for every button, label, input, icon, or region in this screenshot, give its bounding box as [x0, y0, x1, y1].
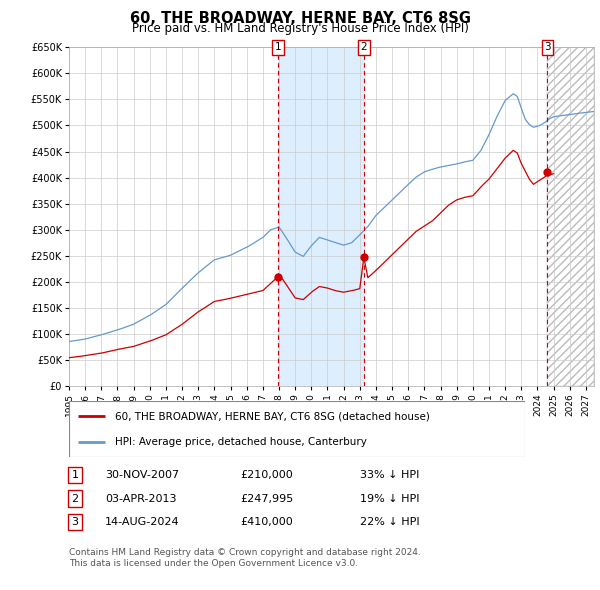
Text: HPI: Average price, detached house, Canterbury: HPI: Average price, detached house, Cant…	[115, 437, 367, 447]
Text: 1: 1	[274, 42, 281, 52]
Text: 30-NOV-2007: 30-NOV-2007	[105, 470, 179, 480]
Text: Contains HM Land Registry data © Crown copyright and database right 2024.: Contains HM Land Registry data © Crown c…	[69, 548, 421, 556]
Text: 03-APR-2013: 03-APR-2013	[105, 494, 176, 503]
Text: 2: 2	[71, 494, 79, 503]
Text: Price paid vs. HM Land Registry's House Price Index (HPI): Price paid vs. HM Land Registry's House …	[131, 22, 469, 35]
Text: £410,000: £410,000	[240, 517, 293, 527]
Text: 33% ↓ HPI: 33% ↓ HPI	[360, 470, 419, 480]
Bar	[278, 47, 364, 386]
Text: £210,000: £210,000	[240, 470, 293, 480]
Text: This data is licensed under the Open Government Licence v3.0.: This data is licensed under the Open Gov…	[69, 559, 358, 568]
FancyBboxPatch shape	[69, 401, 525, 457]
Text: 60, THE BROADWAY, HERNE BAY, CT6 8SG (detached house): 60, THE BROADWAY, HERNE BAY, CT6 8SG (de…	[115, 411, 430, 421]
Text: 1: 1	[71, 470, 79, 480]
Text: 14-AUG-2024: 14-AUG-2024	[105, 517, 179, 527]
Text: 19% ↓ HPI: 19% ↓ HPI	[360, 494, 419, 503]
Bar	[547, 47, 594, 386]
Text: 3: 3	[544, 42, 551, 52]
Text: £247,995: £247,995	[240, 494, 293, 503]
Text: 3: 3	[71, 517, 79, 527]
Text: 60, THE BROADWAY, HERNE BAY, CT6 8SG: 60, THE BROADWAY, HERNE BAY, CT6 8SG	[130, 11, 470, 25]
Text: 2: 2	[361, 42, 367, 52]
Text: 22% ↓ HPI: 22% ↓ HPI	[360, 517, 419, 527]
